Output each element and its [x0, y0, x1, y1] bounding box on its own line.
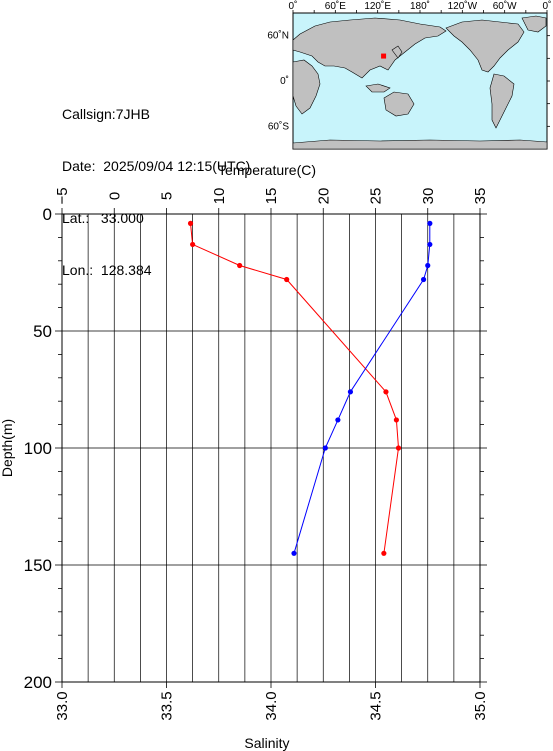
depth-tick-label: 100 [24, 439, 52, 458]
temperature-tick-label: 30 [420, 188, 437, 205]
depth-tick-label: 150 [24, 556, 52, 575]
temperature-tick-label: 10 [211, 188, 228, 205]
temperature-tick-label: 35 [472, 188, 489, 205]
series-point-top [187, 220, 194, 226]
series-point-bottom [420, 276, 427, 283]
callsign-line: Callsign:7JHB [62, 106, 150, 122]
station-info: Callsign:7JHB Date: 2025/09/04 12:15(UTC… [62, 74, 250, 294]
map-lat-label: 0˚ [280, 75, 289, 87]
temperature-tick-label: 15 [263, 188, 280, 205]
temperature-tick-label: 5 [159, 192, 176, 200]
map-lat-label: 60˚N [267, 30, 289, 42]
map-lon-label: 180˚ [410, 0, 430, 12]
series-point-bottom [291, 550, 297, 556]
continent-antarctica [292, 139, 548, 150]
series-point-top [393, 417, 399, 423]
series-point-top [284, 276, 290, 283]
depth-tick-label: 200 [24, 673, 52, 692]
depth-tick-label: 50 [33, 322, 52, 341]
series-line-top [190, 223, 400, 554]
continent-north-america [445, 19, 525, 73]
salinity-tick-label: 34.5 [368, 691, 385, 720]
series-point-top [383, 389, 389, 395]
map-lon-label: 60˚W [493, 0, 517, 12]
continent-eurasia [292, 17, 447, 79]
series-point-top [395, 445, 402, 451]
date-value: 2025/09/04 12:15(UTC) [103, 158, 251, 174]
map-lon-label: 0˚ [289, 0, 298, 12]
temperature-tick-labels: −5 0 5 10 15 20 25 30 35 [54, 187, 489, 214]
map-lon-label: 120˚W [448, 0, 478, 12]
profile-chart: −5 0 5 10 15 20 25 30 35 33.0 33.5 34.0 34.5 35.0 05… [0, 162, 489, 751]
map-lon-label: 60˚E [325, 0, 346, 12]
map-lon-label: 120˚E [364, 0, 391, 12]
world-map: 0˚ 60˚E 120˚E 180˚ 120˚W 60˚W 0˚ 60˚N 0˚ 60˚S [267, 0, 552, 150]
temperature-axis-label: Temperature(C) [218, 162, 316, 178]
temperature-tick-label: −5 [54, 187, 71, 204]
island-indonesia [365, 83, 391, 93]
salinity-tick-label: 33.5 [159, 691, 176, 720]
salinity-tick-label: 34.0 [263, 691, 280, 720]
map-lon-label: 0˚ [543, 0, 552, 12]
series-point-top [190, 241, 196, 248]
salinity-axis-label: Salinity [244, 735, 289, 751]
continent-greenland [521, 15, 547, 33]
series-point-top [381, 550, 387, 556]
depth-minor-ticks [55, 213, 487, 683]
map-side-labels: 60˚N 0˚ 60˚S [267, 30, 289, 133]
depth-tick-label: 0 [43, 205, 52, 224]
series-layer [187, 220, 433, 556]
depth-tick-labels: 0 50 100 150 200 [24, 205, 52, 692]
series-point-bottom [427, 241, 433, 248]
series-point-bottom [322, 445, 328, 451]
series-point-bottom [427, 220, 433, 226]
temperature-tick-label: 0 [106, 192, 123, 200]
temperature-tick-label: 25 [368, 188, 385, 205]
series-point-bottom [347, 389, 354, 395]
series-line-bottom [293, 223, 431, 554]
lon-line: Lon.: 128.384 [62, 262, 152, 278]
salinity-tick-label: 35.0 [472, 691, 489, 720]
chart-grid [62, 214, 480, 682]
series-point-bottom [425, 262, 431, 269]
map-top-labels: 0˚ 60˚E 120˚E 180˚ 120˚W 60˚W 0˚ [289, 0, 552, 12]
series-point-top [237, 262, 243, 269]
salinity-tick-labels: 33.0 33.5 34.0 34.5 35.0 [54, 682, 489, 721]
callsign-value: 7JHB [115, 106, 150, 122]
map-land [292, 15, 548, 150]
depth-axis-label: Depth(m) [0, 419, 15, 477]
continent-south-america [489, 73, 515, 129]
series-point-bottom [335, 417, 341, 423]
temperature-tick-label: 20 [315, 188, 332, 205]
date-line: Date: 2025/09/04 12:15(UTC) [62, 158, 251, 174]
map-ticks [292, 10, 550, 127]
continent-africa [292, 59, 321, 115]
salinity-tick-label: 33.0 [54, 691, 71, 720]
station-marker-square [381, 53, 387, 59]
continent-australia [383, 91, 415, 117]
lon-value: 128.384 [100, 262, 152, 278]
map-lat-label: 60˚S [268, 120, 289, 132]
station-marker [381, 53, 387, 59]
island-japan [391, 45, 403, 59]
